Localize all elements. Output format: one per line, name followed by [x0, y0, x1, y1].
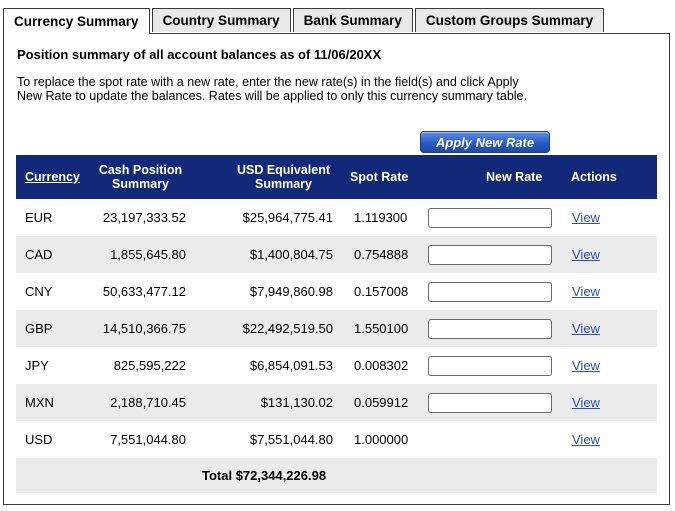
table-row: GBP 14,510,366.75 $22,492,519.50 1.550100 Vi…: [16, 310, 657, 347]
header-new-rate: New Rate: [486, 170, 543, 184]
actions-cell: View: [572, 310, 600, 347]
view-link[interactable]: View: [572, 395, 600, 410]
table-row: USD 7,551,044.80 $7,551,044.80 1.000000 View: [16, 421, 657, 458]
usd-equivalent-value: $1,400,804.75: [249, 247, 333, 262]
new-rate-cell: [428, 273, 552, 310]
usd-equivalent-value: $7,551,044.80: [249, 432, 333, 447]
header-currency-sort-link[interactable]: Currency: [25, 170, 80, 184]
cash-position-value: 7,551,044.80: [110, 432, 186, 447]
view-link[interactable]: View: [572, 321, 600, 336]
cash-position-value: 23,197,333.52: [102, 210, 186, 225]
page-heading: Position summary of all account balances…: [17, 47, 382, 62]
apply-new-rate-button[interactable]: Apply New Rate: [420, 131, 550, 153]
usd-equivalent-value: $7,949,860.98: [249, 284, 333, 299]
cash-position-value: 14,510,366.75: [102, 321, 186, 336]
usd-equivalent-value: $131,130.02: [260, 395, 333, 410]
spot-rate-value: 0.008302: [354, 358, 409, 373]
actions-cell: View: [572, 347, 600, 384]
header-actions: Actions: [571, 170, 617, 184]
new-rate-input[interactable]: [428, 281, 552, 302]
tab-custom-groups-summary[interactable]: Custom Groups Summary: [414, 8, 605, 32]
new-rate-input[interactable]: [428, 355, 552, 376]
new-rate-input[interactable]: [428, 392, 552, 413]
view-link[interactable]: View: [572, 432, 600, 447]
tab-country-summary[interactable]: Country Summary: [151, 8, 291, 32]
spot-rate-value: 1.119300: [354, 210, 408, 225]
spot-rate-value: 0.157008: [354, 284, 409, 299]
new-rate-cell: [428, 236, 552, 273]
table-row: EUR 23,197,333.52 $25,964,775.41 1.119300 Vi…: [16, 199, 657, 236]
total-row: Total $72,344,226.98: [16, 458, 657, 493]
instructions-text: To replace the spot rate with a new rate…: [17, 75, 527, 103]
new-rate-input[interactable]: [428, 318, 552, 339]
currency-code: GBP: [25, 321, 53, 336]
table-row: CNY 50,633,477.12 $7,949,860.98 0.157008 Vie…: [16, 273, 657, 310]
actions-cell: View: [572, 273, 600, 310]
tab-bank-summary[interactable]: Bank Summary: [292, 8, 413, 32]
view-link[interactable]: View: [572, 358, 600, 373]
view-link[interactable]: View: [572, 284, 600, 299]
new-rate-input[interactable]: [428, 207, 552, 228]
tab-bar: Currency Summary Country Summary Bank Su…: [3, 8, 606, 34]
header-spot-rate: Spot Rate: [350, 170, 409, 184]
cash-position-value: 1,855,645.80: [110, 247, 186, 262]
spot-rate-value: 0.754888: [354, 247, 409, 262]
usd-equivalent-value: $25,964,775.41: [242, 210, 333, 225]
usd-equivalent-value: $6,854,091.53: [249, 358, 333, 373]
table-header: Currency Cash Position Summary USD Equiv…: [16, 155, 657, 199]
currency-code: MXN: [25, 395, 54, 410]
table-row: MXN 2,188,710.45 $131,130.02 0.059912 View: [16, 384, 657, 421]
header-usd-equivalent: USD Equivalent Summary: [236, 163, 331, 191]
currency-summary-table: Currency Cash Position Summary USD Equiv…: [16, 155, 657, 493]
table-row: JPY 825,595,222 $6,854,091.53 0.008302 View: [16, 347, 657, 384]
total-usd-value: Total $72,344,226.98: [202, 468, 327, 483]
new-rate-cell: [428, 199, 552, 236]
header-cash-position: Cash Position Summary: [98, 163, 183, 191]
new-rate-cell: [428, 310, 552, 347]
cash-position-value: 50,633,477.12: [102, 284, 186, 299]
view-link[interactable]: View: [572, 247, 600, 262]
cash-position-value: 825,595,222: [113, 358, 186, 373]
currency-code: JPY: [25, 358, 49, 373]
new-rate-input[interactable]: [428, 244, 552, 265]
spot-rate-value: 0.059912: [354, 395, 409, 410]
actions-cell: View: [572, 384, 600, 421]
actions-cell: View: [572, 199, 600, 236]
actions-cell: View: [572, 236, 600, 273]
currency-code: CNY: [25, 284, 53, 299]
spot-rate-value: 1.550100: [354, 321, 409, 336]
currency-code: CAD: [25, 247, 53, 262]
usd-equivalent-value: $22,492,519.50: [242, 321, 333, 336]
view-link[interactable]: View: [572, 210, 600, 225]
actions-cell: View: [572, 421, 600, 458]
tab-currency-summary[interactable]: Currency Summary: [3, 8, 150, 34]
new-rate-cell: [428, 347, 552, 384]
table-row: CAD 1,855,645.80 $1,400,804.75 0.754888 View: [16, 236, 657, 273]
cash-position-value: 2,188,710.45: [110, 395, 186, 410]
spot-rate-value: 1.000000: [354, 432, 409, 447]
currency-code: USD: [25, 432, 53, 447]
currency-summary-panel: Position summary of all account balances…: [3, 33, 670, 505]
currency-code: EUR: [25, 210, 53, 225]
new-rate-cell: [428, 384, 552, 421]
table-body: EUR 23,197,333.52 $25,964,775.41 1.119300 Vi…: [16, 199, 657, 458]
